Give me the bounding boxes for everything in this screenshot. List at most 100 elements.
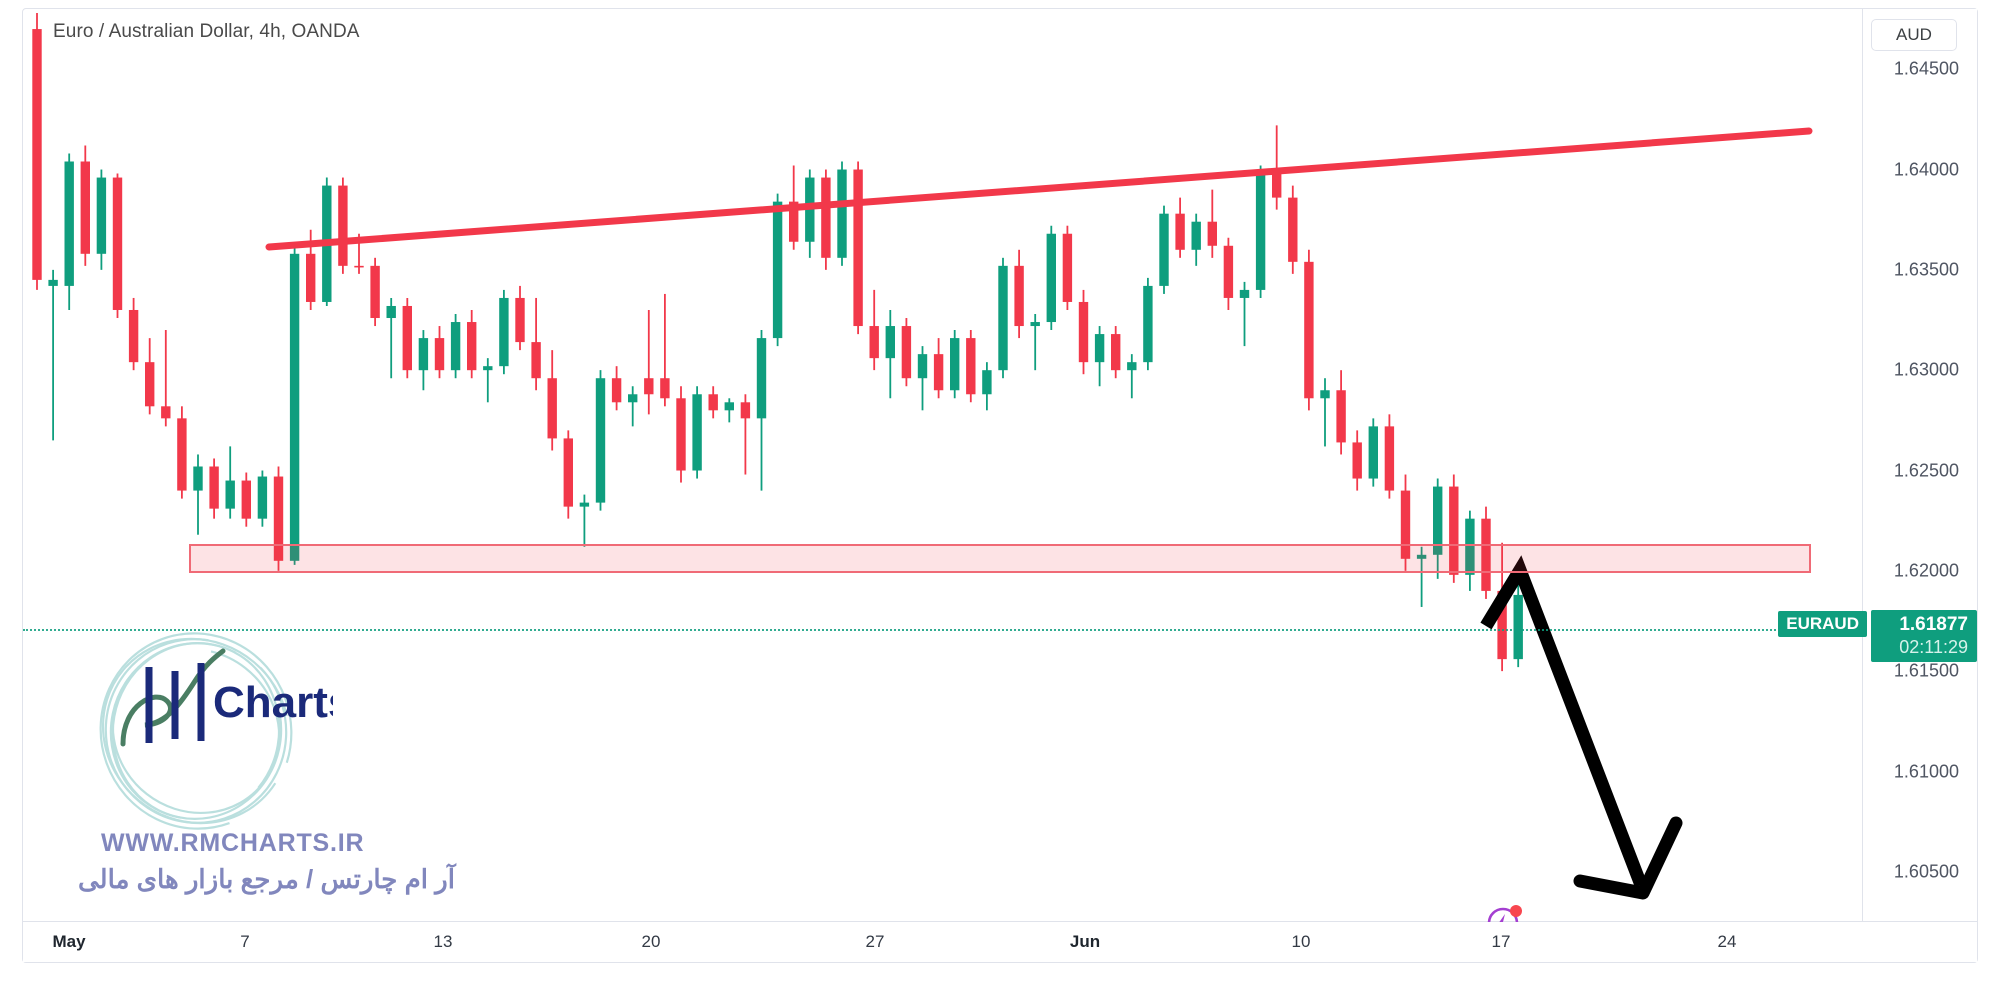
candle-body	[676, 398, 686, 471]
price-tick-label: 1.62500	[1893, 460, 1959, 481]
candle-body	[805, 177, 815, 242]
time-scale[interactable]: May 7 13 20 27 Jun 10 17 24	[23, 921, 1977, 962]
candle-body	[756, 338, 767, 419]
candle-body	[289, 253, 300, 561]
candle-body	[467, 322, 477, 371]
candle-body	[338, 185, 348, 266]
candle-body	[1368, 426, 1378, 479]
candle-body	[32, 29, 42, 280]
support-zone-rectangle[interactable]	[189, 544, 1811, 573]
candle-body	[595, 378, 606, 503]
candle-body	[1255, 173, 1266, 290]
candle-body	[1320, 390, 1330, 399]
candle-body	[917, 354, 928, 379]
chart-frame: Charts WWW.RMCHARTS.IR آر ام چارتس / مرج…	[22, 8, 1978, 963]
candle-body	[982, 370, 992, 395]
last-price-box: 1.61877 02:11:29	[1871, 610, 1977, 662]
bearish-projection-arrow[interactable]	[1480, 555, 1648, 888]
candle-body	[1127, 362, 1137, 371]
watermark-tagline: آر ام چارتس / مرجع بازار های مالی	[78, 864, 455, 894]
lightning-bolt-icon[interactable]	[1483, 899, 1527, 922]
candle-body	[1336, 390, 1346, 443]
candle-body	[579, 502, 590, 507]
candle-body	[1513, 594, 1523, 660]
candle-body	[821, 177, 831, 258]
candle-body	[692, 394, 702, 471]
candle-body	[145, 362, 155, 407]
price-tick-label: 1.64000	[1893, 159, 1959, 180]
candle-body	[1175, 213, 1185, 250]
candle-body	[966, 338, 976, 395]
candle-body	[724, 402, 734, 411]
price-scale[interactable]: AUD 1.64500 1.64000 1.63500 1.63000 1.62500 1…	[1778, 9, 1977, 922]
candle-body	[257, 476, 268, 519]
resistance-trendline[interactable]	[265, 127, 1813, 251]
price-tick-label: 1.63500	[1893, 259, 1959, 280]
time-tick-label: Jun	[1069, 932, 1101, 951]
candle-body	[628, 394, 638, 403]
candle-body	[370, 265, 380, 319]
chart-legend-title[interactable]: Euro / Australian Dollar, 4h, OANDA	[53, 21, 360, 42]
candle-body	[193, 466, 203, 491]
candle-body	[708, 394, 718, 411]
candle-body	[563, 438, 573, 507]
candle-body	[64, 161, 74, 286]
rmcharts-watermark-logo: Charts	[83, 619, 352, 854]
candle-body	[322, 185, 332, 302]
last-price-badge[interactable]: EURAUD 1.61877 02:11:29	[1778, 610, 1977, 662]
candle-body	[1191, 221, 1201, 250]
candle-body	[950, 338, 960, 391]
candle-body	[853, 169, 863, 327]
candle-body	[450, 322, 461, 371]
candle-body	[869, 326, 879, 359]
candle-body	[177, 418, 187, 491]
candle-body	[128, 309, 139, 363]
candle-body	[1272, 173, 1282, 198]
candle-body	[354, 265, 364, 268]
candle-body	[1288, 197, 1298, 262]
candle-body	[1352, 442, 1362, 479]
candle-body	[772, 201, 783, 339]
candle-body	[1223, 245, 1234, 298]
candle-body	[1239, 289, 1250, 298]
candle-body	[306, 253, 316, 302]
candle-body	[386, 305, 396, 319]
chart-plot-area[interactable]: Charts WWW.RMCHARTS.IR آر ام چارتس / مرج…	[23, 9, 1864, 922]
candle-body	[1046, 233, 1056, 323]
candle-body	[418, 338, 429, 371]
candle-body	[1062, 233, 1073, 302]
candle-body	[1078, 301, 1089, 363]
candle-body	[48, 279, 58, 286]
arrow-head	[1573, 816, 1683, 900]
candle-body	[1207, 221, 1217, 246]
candle-body	[611, 378, 622, 403]
candle-body	[1384, 426, 1395, 491]
time-tick-label: 24	[1717, 932, 1737, 951]
candle-body	[531, 342, 541, 379]
candle-body	[901, 326, 912, 379]
candle-body	[225, 480, 235, 509]
time-tick-label: 20	[641, 932, 661, 951]
candle-body	[161, 406, 171, 419]
candle-body	[1159, 213, 1169, 286]
candle-body	[1094, 334, 1105, 363]
candle-body	[1304, 261, 1314, 399]
candle-body	[112, 177, 123, 310]
candle-body	[644, 378, 654, 395]
candle-body	[1014, 265, 1024, 327]
candle-body	[434, 338, 445, 371]
candle-body	[80, 161, 90, 254]
candle-body	[1143, 285, 1153, 363]
candle-body	[547, 378, 557, 439]
candle-body	[998, 265, 1008, 371]
candle-body	[740, 402, 751, 419]
candle-body	[885, 326, 895, 359]
currency-unit-button[interactable]: AUD	[1871, 19, 1957, 51]
watermark-brand-text: Charts	[213, 678, 333, 727]
candle-body	[789, 201, 799, 242]
candle-body	[1030, 322, 1040, 327]
last-price-value: 1.61877	[1899, 614, 1968, 635]
ticker-symbol-tag: EURAUD	[1778, 611, 1867, 637]
candle-body	[1497, 590, 1507, 660]
